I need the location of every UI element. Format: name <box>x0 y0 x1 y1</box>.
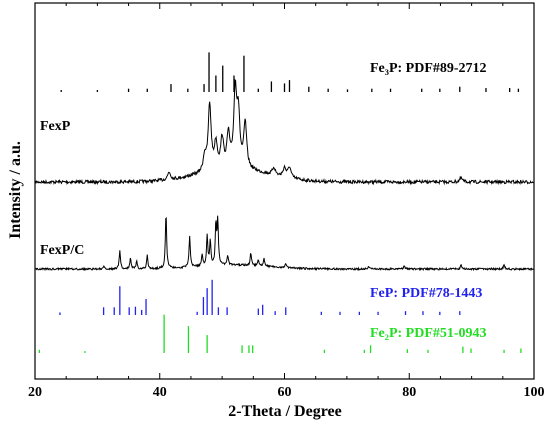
x-tick-label: 20 <box>28 385 42 400</box>
series-line-fexp-c <box>34 215 535 272</box>
x-tick-label: 100 <box>524 385 545 400</box>
reference-sticks <box>38 52 522 353</box>
series-line-fexp <box>34 78 535 186</box>
x-tick-label: 60 <box>278 385 292 400</box>
x-tick-label: 40 <box>153 385 167 400</box>
x-axis: 20 40 60 80 100 <box>28 3 545 400</box>
reference-pattern-1 <box>59 279 461 315</box>
x-axis-title: 2-Theta / Degree <box>228 403 341 420</box>
y-axis-title: Intensity / a.u. <box>7 141 24 239</box>
plot-frame <box>34 2 535 380</box>
pattern-traces <box>34 78 535 272</box>
ref-label-fep: FeP: PDF#78-1443 <box>370 286 482 301</box>
ref-label-fe3p: Fe₃P: PDF#89-2712 <box>370 61 487 76</box>
reference-pattern-0 <box>60 52 520 92</box>
x-tick-label: 80 <box>402 385 416 400</box>
series-label-fexp-c: FexP/C <box>40 243 84 258</box>
reference-pattern-2 <box>38 314 522 353</box>
ref-label-fe2p: Fe₂P: PDF#51-0943 <box>370 326 487 341</box>
series-label-fexp: FexP <box>40 119 71 134</box>
